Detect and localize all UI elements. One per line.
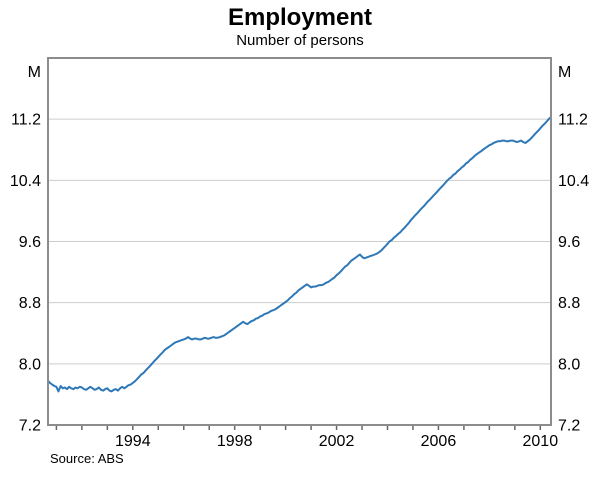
plot-frame <box>47 57 552 426</box>
x-axis-tick-label: 2006 <box>421 433 457 450</box>
chart-title: Employment <box>227 4 373 31</box>
y-axis-tick-label-left: 11.2 <box>11 112 41 129</box>
y-axis-tick-label-left: 9.6 <box>19 234 41 251</box>
y-axis-tick-label-left: 7.2 <box>19 418 41 435</box>
y-axis-tick-label-right: 7.2 <box>558 418 580 435</box>
y-axis-unit-left: M <box>28 64 41 81</box>
y-axis-tick-label-right: 11.2 <box>558 112 588 129</box>
x-axis-tick-label: 2002 <box>319 433 355 450</box>
source-note: Source: ABS <box>50 451 124 466</box>
chart-subtitle: Number of persons <box>236 32 364 49</box>
y-axis-tick-label-right: 8.0 <box>558 356 580 373</box>
y-axis-unit-right: M <box>558 64 571 81</box>
x-axis-tick-label: 1998 <box>217 433 253 450</box>
y-axis-tick-label-left: 8.0 <box>19 356 41 373</box>
y-axis-tick-label-right: 8.8 <box>558 295 580 312</box>
y-axis-tick-label-right: 9.6 <box>558 234 580 251</box>
x-axis-tick-label: 2010 <box>523 433 559 450</box>
y-axis-tick-label-right: 10.4 <box>558 173 589 190</box>
y-axis-tick-label-left: 10.4 <box>10 173 41 190</box>
y-axis-tick-label-left: 8.8 <box>19 295 41 312</box>
employment-series-line <box>47 115 552 393</box>
x-axis-tick-label: 1994 <box>115 433 151 450</box>
